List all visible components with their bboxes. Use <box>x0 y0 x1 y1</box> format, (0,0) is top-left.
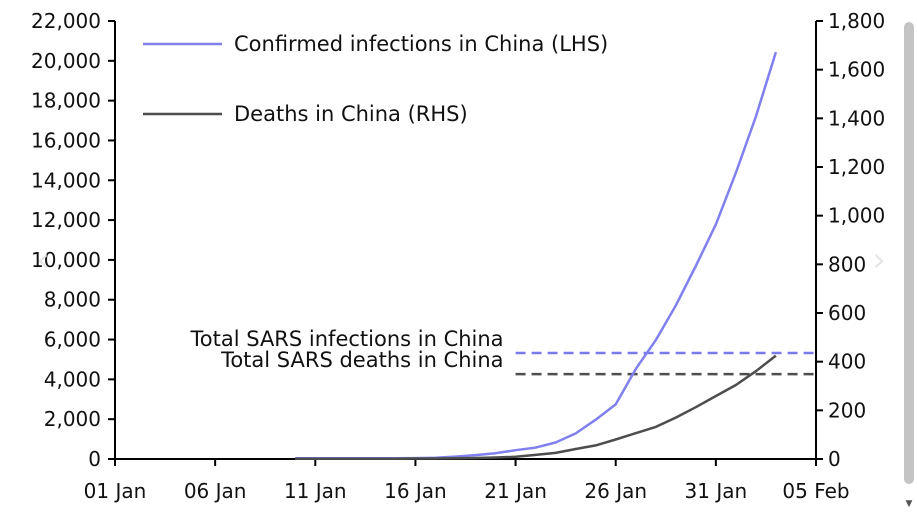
scroll-down-arrow-icon[interactable]: ▼ <box>905 499 913 509</box>
left-y-tick-label: 4,000 <box>44 367 101 391</box>
x-tick-label: 26 Jan <box>584 479 647 503</box>
legend-label-deaths: Deaths in China (RHS) <box>234 102 468 126</box>
right-y-tick-label: 1,000 <box>828 204 885 228</box>
right-y-tick-label: 1,800 <box>828 9 885 33</box>
reference-label-1: Total SARS deaths in China <box>220 348 504 372</box>
left-y-tick-label: 22,000 <box>31 9 101 33</box>
x-tick-label: 01 Jan <box>84 479 147 503</box>
left-y-tick-label: 2,000 <box>44 407 101 431</box>
right-y-ticks: 0 200 400 600 800 1,000 1,200 1,400 1,600 1,800 <box>816 9 885 471</box>
left-y-tick-label: 20,000 <box>31 49 101 73</box>
left-y-tick-label: 6,000 <box>44 328 101 352</box>
next-arrow-icon[interactable]: › <box>872 240 886 280</box>
x-tick-label: 16 Jan <box>384 479 447 503</box>
x-tick-label: 06 Jan <box>184 479 247 503</box>
reference-label-0: Total SARS infections in China <box>190 327 504 351</box>
right-y-tick-label: 600 <box>828 301 866 325</box>
axes <box>114 21 817 460</box>
left-y-tick-label: 18,000 <box>31 89 101 113</box>
left-y-ticks: 0 2,000 4,000 6,000 8,000 10,000 12,000 14,000 1… <box>31 9 115 471</box>
right-y-tick-label: 800 <box>828 252 866 276</box>
left-y-tick-label: 12,000 <box>31 208 101 232</box>
vertical-scrollbar[interactable]: ▼ <box>901 0 917 515</box>
right-y-tick-label: 1,400 <box>828 106 885 130</box>
x-tick-label: 21 Jan <box>484 479 547 503</box>
x-ticks: 01 Jan 06 Jan 11 Jan 16 Jan 21 Jan 26 Jan 31 J… <box>84 459 850 503</box>
left-y-tick-label: 8,000 <box>44 288 101 312</box>
right-y-tick-label: 1,200 <box>828 155 885 179</box>
prev-arrow-icon[interactable]: ‹ <box>36 240 50 280</box>
left-y-tick-label: 10,000 <box>31 248 101 272</box>
left-y-tick-label: 16,000 <box>31 128 101 152</box>
x-tick-label: 05 Feb <box>782 479 849 503</box>
x-tick-label: 11 Jan <box>284 479 347 503</box>
right-y-tick-label: 400 <box>828 350 866 374</box>
x-tick-label: 31 Jan <box>685 479 748 503</box>
right-y-tick-label: 1,600 <box>828 58 885 82</box>
left-y-tick-label: 14,000 <box>31 168 101 192</box>
legend-label-infections: Confirmed infections in China (LHS) <box>234 32 608 56</box>
right-y-tick-label: 0 <box>828 447 841 471</box>
series-line-1 <box>295 354 777 461</box>
legend: Confirmed infections in China (LHS) Deat… <box>143 32 608 126</box>
right-y-tick-label: 200 <box>828 398 866 422</box>
series-lines <box>295 51 778 461</box>
left-y-tick-label: 0 <box>88 447 101 471</box>
scrollbar-thumb[interactable] <box>904 22 914 484</box>
